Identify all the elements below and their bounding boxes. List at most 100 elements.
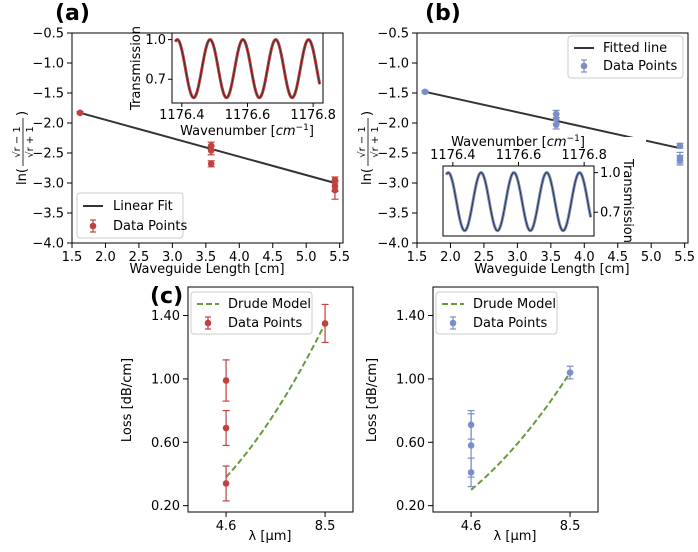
chart-c2-point (566, 365, 574, 380)
chart-c2-ytick-label: 1.00 (396, 372, 425, 387)
chart-b-legend-box (567, 35, 684, 79)
chart-a-inset-xlabel: Wavenumber [cm−1] (180, 123, 314, 139)
chart-b-inset-xtick-label: 1176.8 (561, 148, 607, 163)
chart-c1-point (222, 409, 230, 447)
chart-c1-legend-model-label: Drude Model (228, 297, 311, 312)
chart-a-xtick-label: 1.5 (62, 250, 83, 265)
chart-a-inset-xlabel-close: ] (309, 124, 314, 139)
chart-c1-ytick-label: 1.40 (151, 309, 180, 324)
chart-b-inset-ytick-label: 1.0 (600, 166, 621, 181)
chart-a-ytick-label: −2.5 (32, 147, 64, 162)
chart-b-ytick-label: −1.5 (377, 87, 409, 102)
chart-b-inset-ylabel: Transmission (620, 158, 635, 243)
chart-a-inset-xtick-label: 1176.8 (290, 108, 336, 123)
chart-b-xtick-label: 4.5 (607, 250, 628, 265)
chart-b-frame (416, 32, 689, 244)
chart-c1-point (222, 359, 230, 402)
chart-c1-marker (321, 320, 329, 327)
chart-a-ylabel-ln: ln( (15, 168, 30, 185)
chart-a-inset-xtick-label: 1176.4 (159, 108, 205, 123)
chart-b-inset-xtick-label: 1176.4 (430, 148, 476, 163)
chart-c1-marker (222, 480, 230, 487)
chart-b-ytick-label: −4.0 (377, 237, 409, 252)
chart-c2-legend-model-label: Drude Model (473, 297, 556, 312)
chart-b-point (552, 119, 560, 130)
chart-c2-legend-box (435, 291, 558, 335)
chart-a-inset-xtick-label: 1176.6 (225, 108, 271, 123)
chart-c1-ytick-label: 0.60 (151, 436, 180, 451)
chart-b-ytick-label: −1.0 (377, 57, 409, 72)
chart-c1-drude-curve (225, 322, 326, 478)
chart-b-point (421, 88, 429, 96)
chart-b-inset-xlabel-text: Wavenumber [ (451, 135, 547, 150)
chart-c2-ytick-label: 1.40 (396, 309, 425, 324)
chart-b-legend-points-swatch (580, 59, 588, 73)
chart-a-xtick-label: 4.5 (262, 250, 283, 265)
chart-a-marker (207, 147, 215, 154)
chart-a-inset-ytick-label: 0.7 (145, 73, 166, 88)
chart-b-legend-points-label: Data Points (603, 59, 677, 74)
chart-a-ylabel-num: √r − 1 (12, 126, 23, 158)
chart-b-xtick-label: 5.5 (674, 250, 695, 265)
chart-c1-ylabel: Loss [dB/cm] (120, 358, 135, 442)
chart-c2: 4.6 8.5 0.20 0.60 1.00 1.40 λ [μm] Loss [dB/… (365, 286, 599, 544)
chart-c1-xtick-label: 8.5 (315, 519, 336, 534)
chart-b-legend: Fitted line Data Points (567, 35, 684, 79)
chart-a-xtick-label: 3.5 (195, 250, 216, 265)
chart-a-inset-ytick-label: 1.0 (145, 33, 166, 48)
chart-a-inset: 1176.4 1176.6 1176.8 0.7 1.0 Wavenumber [cm−… (129, 26, 336, 139)
chart-b-marker (421, 88, 429, 96)
chart-a-point (76, 109, 84, 117)
chart-a-inset-ylabel: Transmission (129, 26, 144, 111)
chart-b-ytick-label: −3.0 (377, 177, 409, 192)
chart-c1-point (222, 465, 230, 502)
chart-c2-marker (467, 442, 475, 449)
chart-c2-ytick-label: 0.60 (396, 436, 425, 451)
chart-b-point (676, 142, 684, 150)
chart-c1-legend: Drude Model Data Points (190, 291, 313, 335)
chart-a-fit-line (79, 111, 336, 184)
chart-c2-legend-points-swatch (449, 316, 457, 330)
chart-b-inset-xlabel-close: ] (580, 135, 585, 150)
chart-c1-marker (222, 377, 230, 384)
chart-b-ytick-label: −2.5 (377, 147, 409, 162)
chart-c1-ytick-label: 0.20 (151, 499, 180, 514)
chart-a-xtick-label: 3.0 (162, 250, 183, 265)
chart-b-inset-xlabel-unit: cm (547, 135, 567, 150)
chart-b-xlabel: Waveguide Length [cm] (474, 262, 629, 277)
panel-label-c: (c) (150, 284, 183, 309)
chart-b-ylabel-num: √r − 1 (357, 126, 368, 158)
chart-a-legend-points-label: Data Points (113, 219, 187, 234)
chart-a-point (207, 145, 215, 156)
panel-label-a: (a) (55, 1, 90, 26)
chart-c2-legend-points-label: Data Points (473, 316, 547, 331)
chart-b-xtick-label: 2.5 (474, 250, 495, 265)
chart-b-ylabel-close: ) (360, 111, 375, 116)
chart-a-inset-xlabel-unit: cm (276, 124, 296, 139)
chart-a-ytick-label: −1.5 (32, 87, 64, 102)
chart-b-marker (676, 142, 684, 150)
chart-b-inset-fit (445, 172, 592, 232)
chart-b-inset-xlabel: Wavenumber [cm−1] (451, 134, 585, 150)
chart-a-ylabel-close: ) (15, 111, 30, 116)
chart-c1-xlabel: λ [μm] (249, 529, 292, 544)
chart-a-marker (76, 109, 84, 117)
chart-a-xtick-label: 2.5 (129, 250, 150, 265)
chart-b: 1.5 2.0 2.5 3.0 3.5 4.0 4.5 5.0 5.5 −0.5 −1.0 −1.5… (357, 27, 695, 278)
chart-c2-frame (432, 286, 599, 513)
chart-c2-ylabel: Loss [dB/cm] (365, 358, 380, 442)
chart-c1-legend-points-label: Data Points (228, 316, 302, 331)
chart-c2-marker (566, 369, 574, 376)
chart-c2-xtick-label: 4.6 (461, 519, 482, 534)
chart-b-xtick-label: 1.5 (407, 250, 428, 265)
chart-b-ytick-label: −3.5 (377, 207, 409, 222)
chart-b-marker (676, 156, 684, 164)
chart-b-point (676, 154, 684, 166)
chart-a-marker (207, 160, 215, 168)
chart-c1: 4.6 8.5 0.20 0.60 1.00 1.40 λ [μm] Loss [dB/… (120, 286, 354, 544)
chart-b-inset-xlabel-exp: −1 (567, 134, 580, 144)
chart-a-xtick-label: 2.0 (95, 250, 116, 265)
chart-b-inset-ytick-label: 0.7 (600, 206, 621, 221)
chart-b-xtick-label: 3.5 (540, 250, 561, 265)
chart-a-inset-fit (174, 39, 321, 99)
